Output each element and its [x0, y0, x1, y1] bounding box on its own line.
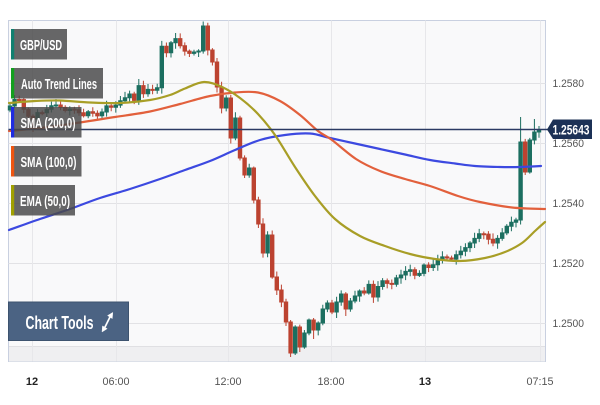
svg-text:1.2560: 1.2560 — [553, 138, 585, 150]
svg-text:SMA (200,0): SMA (200,0) — [21, 115, 76, 132]
svg-text:12:00: 12:00 — [215, 376, 242, 388]
svg-text:Chart Tools: Chart Tools — [26, 313, 94, 333]
svg-text:1.2580: 1.2580 — [553, 78, 585, 90]
svg-text:GBP/USD: GBP/USD — [20, 37, 62, 54]
svg-text:13: 13 — [419, 376, 431, 388]
svg-text:06:00: 06:00 — [103, 376, 130, 388]
svg-text:1.25643: 1.25643 — [553, 122, 590, 138]
svg-text:1.2520: 1.2520 — [553, 258, 585, 270]
svg-text:1.2500: 1.2500 — [553, 318, 585, 330]
svg-text:07:15: 07:15 — [527, 376, 554, 388]
svg-text:1.2540: 1.2540 — [553, 198, 585, 210]
svg-text:EMA (50,0): EMA (50,0) — [20, 193, 70, 210]
svg-text:SMA (100,0): SMA (100,0) — [21, 154, 77, 171]
svg-text:12: 12 — [26, 376, 38, 388]
svg-text:Auto Trend Lines: Auto Trend Lines — [21, 76, 97, 93]
svg-text:18:00: 18:00 — [318, 376, 345, 388]
